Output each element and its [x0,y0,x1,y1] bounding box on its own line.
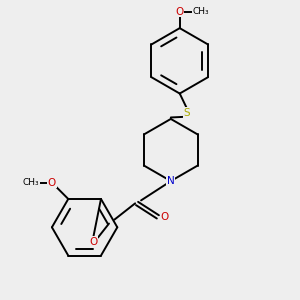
Text: O: O [160,212,168,222]
Text: O: O [176,7,184,17]
Text: N: N [167,176,175,186]
Text: CH₃: CH₃ [23,178,39,187]
Text: O: O [48,178,56,188]
Text: O: O [89,237,98,247]
Text: CH₃: CH₃ [193,7,209,16]
Text: S: S [184,108,190,118]
